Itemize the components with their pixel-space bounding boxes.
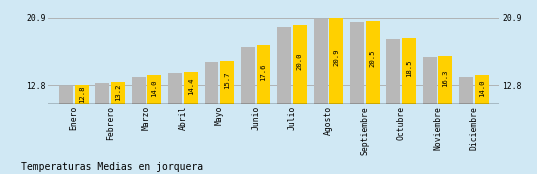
Bar [350,22,364,174]
Bar [387,39,400,174]
Bar [459,77,473,174]
Text: 13.2: 13.2 [115,83,121,101]
Bar [96,83,109,174]
Bar [257,45,271,174]
Text: 17.6: 17.6 [260,63,266,81]
Text: 14.4: 14.4 [188,78,194,95]
Bar [314,19,328,174]
Bar [423,57,437,174]
Bar [475,75,489,174]
Text: 16.3: 16.3 [442,69,448,87]
Text: 20.0: 20.0 [297,52,303,70]
Bar [59,86,73,174]
Text: 14.0: 14.0 [479,80,485,97]
Text: 14.0: 14.0 [151,80,157,97]
Text: Temperaturas Medias en jorquera: Temperaturas Medias en jorquera [21,162,204,172]
Text: 12.8: 12.8 [78,85,85,103]
Bar [205,62,219,174]
Bar [168,73,182,174]
Bar [220,61,234,174]
Text: 20.9: 20.9 [333,48,339,66]
Bar [184,72,198,174]
Bar [132,77,146,174]
Bar [277,26,291,174]
Bar [241,46,255,174]
Bar [293,25,307,174]
Text: 20.5: 20.5 [369,50,376,67]
Bar [329,18,343,174]
Bar [366,21,380,174]
Bar [111,82,125,174]
Bar [402,38,416,174]
Bar [75,85,89,174]
Bar [439,56,452,174]
Bar [148,75,161,174]
Text: 18.5: 18.5 [406,59,412,77]
Text: 15.7: 15.7 [224,72,230,89]
